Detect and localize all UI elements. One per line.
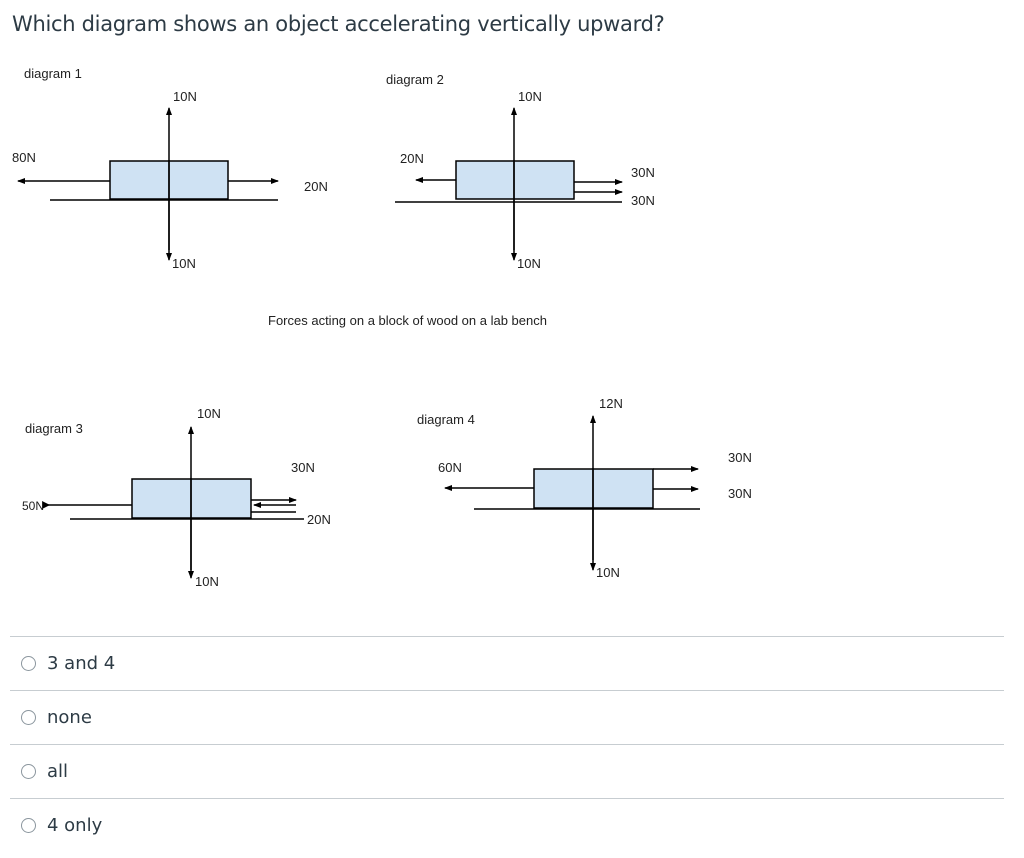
diagram-2: diagram 2 10N 10N 20N 30N 30N	[386, 72, 655, 271]
diagram-4-title: diagram 4	[417, 412, 475, 427]
answer-option[interactable]: none	[10, 690, 1004, 744]
diagram-4-left-label: 60N	[438, 460, 462, 475]
diagram-3-right-top-label: 30N	[291, 460, 315, 475]
answer-label: 4 only	[47, 815, 103, 836]
diagram-3-left-arrowhead	[42, 501, 50, 509]
diagram-1-down-label: 10N	[172, 256, 196, 271]
question-text: Which diagram shows an object accelerati…	[12, 12, 665, 36]
diagram-3-right-bottom-label: 20N	[307, 512, 331, 527]
diagram-1: diagram 1 10N 10N 80N 20N	[12, 66, 328, 271]
radio-button[interactable]	[21, 656, 36, 671]
diagram-4-right-top-label: 30N	[728, 450, 752, 465]
diagram-3-title: diagram 3	[25, 421, 83, 436]
diagram-2-block	[455, 160, 575, 200]
answer-label: 3 and 4	[47, 653, 116, 674]
radio-button[interactable]	[21, 764, 36, 779]
figure-caption: Forces acting on a block of wood on a la…	[268, 313, 547, 328]
diagram-4-right-bottom-label: 30N	[728, 486, 752, 501]
answer-option[interactable]: 3 and 4	[10, 636, 1004, 690]
radio-button[interactable]	[21, 710, 36, 725]
diagram-2-right-top-label: 30N	[631, 165, 655, 180]
diagram-1-title: diagram 1	[24, 66, 82, 81]
diagram-1-up-label: 10N	[173, 89, 197, 104]
answer-label: all	[47, 761, 69, 782]
diagram-2-left-label: 20N	[400, 151, 424, 166]
diagram-2-title: diagram 2	[386, 72, 444, 87]
diagram-3: diagram 3 10N 10N 50N 30N 20N	[22, 406, 331, 589]
diagram-1-left-label: 80N	[12, 150, 36, 165]
answer-list: 3 and 4 none all 4 only	[10, 636, 1004, 852]
diagram-2-right-bottom-label: 30N	[631, 193, 655, 208]
answer-option[interactable]: 4 only	[10, 798, 1004, 852]
diagram-2-up-label: 10N	[518, 89, 542, 104]
diagram-4-down-label: 10N	[596, 565, 620, 580]
diagram-4: diagram 4 12N 10N 60N 30N 30N	[417, 396, 752, 580]
force-diagrams-figure: diagram 1 10N 10N 80N 20N diagram 2 10N …	[12, 66, 752, 589]
diagram-4-up-label: 12N	[599, 396, 623, 411]
answer-label: none	[47, 707, 92, 728]
answer-option[interactable]: all	[10, 744, 1004, 798]
diagram-3-up-label: 10N	[197, 406, 221, 421]
diagram-3-left-label: 50N	[22, 499, 44, 513]
diagram-2-down-label: 10N	[517, 256, 541, 271]
diagram-3-down-label: 10N	[195, 574, 219, 589]
radio-button[interactable]	[21, 818, 36, 833]
diagram-1-right-label: 20N	[304, 179, 328, 194]
